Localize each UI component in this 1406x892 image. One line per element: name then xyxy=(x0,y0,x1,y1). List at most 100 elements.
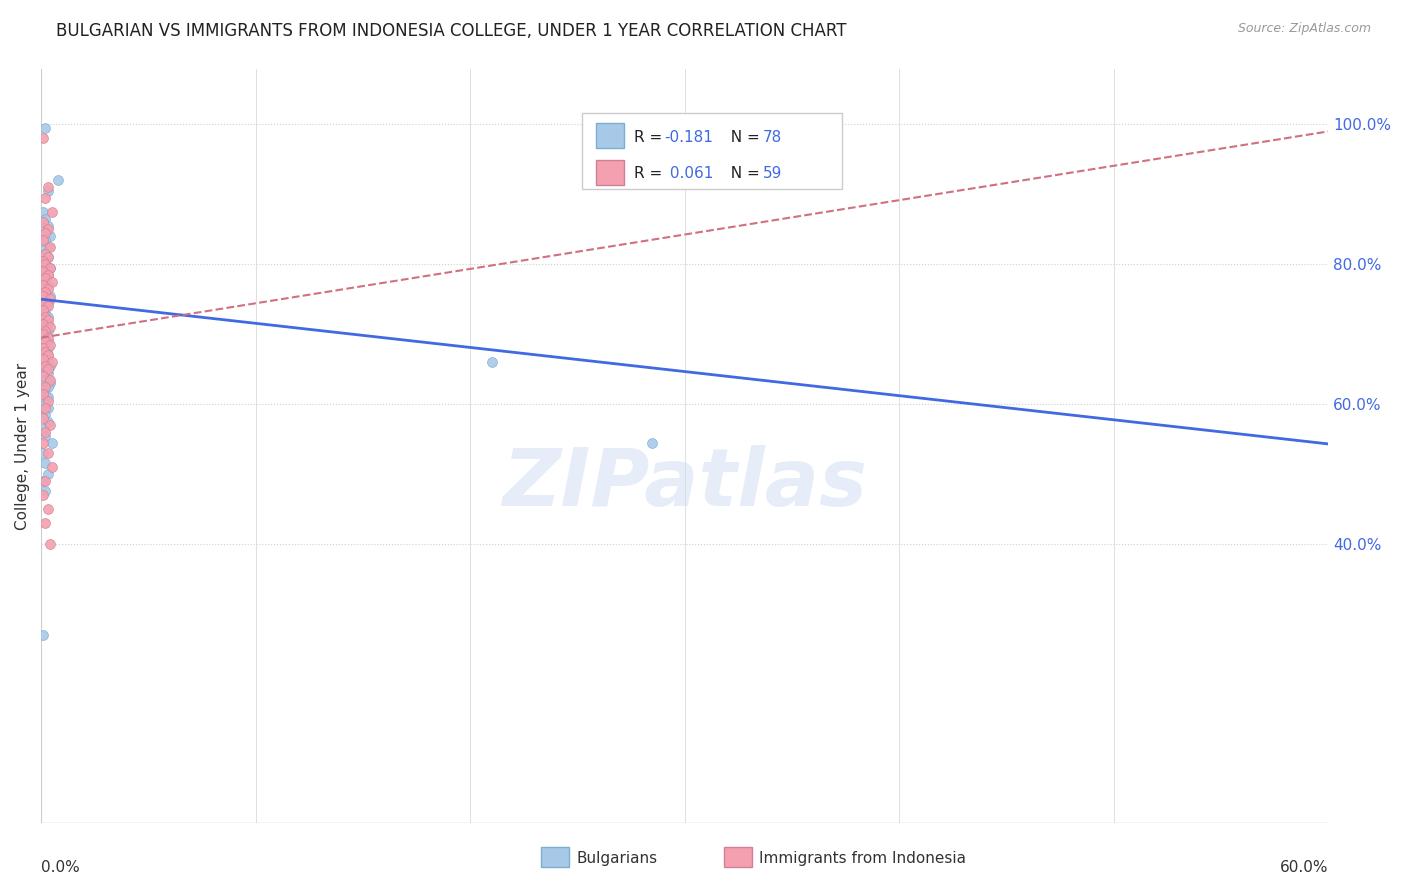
Point xyxy=(34,516,56,530)
Point xyxy=(34,373,56,387)
Point xyxy=(34,271,56,285)
Point xyxy=(41,275,63,289)
Point xyxy=(37,295,59,310)
Point xyxy=(38,320,60,334)
Point xyxy=(37,268,59,282)
Text: R =: R = xyxy=(634,130,666,145)
Text: 78: 78 xyxy=(763,130,782,145)
Point xyxy=(32,369,55,384)
Point xyxy=(37,268,59,282)
Point xyxy=(34,428,56,442)
Point xyxy=(34,337,56,351)
Text: ZIPatlas: ZIPatlas xyxy=(502,445,868,523)
Point xyxy=(34,264,56,278)
Point xyxy=(34,306,56,320)
Y-axis label: College, Under 1 year: College, Under 1 year xyxy=(15,362,30,530)
Text: N =: N = xyxy=(721,167,765,181)
Text: -0.181: -0.181 xyxy=(665,130,713,145)
Point xyxy=(34,397,56,411)
Point xyxy=(37,334,59,348)
Point xyxy=(32,421,55,435)
Point xyxy=(32,302,55,317)
Point xyxy=(32,488,55,502)
Text: 0.0%: 0.0% xyxy=(41,860,80,875)
Point xyxy=(34,344,56,359)
Point xyxy=(46,173,69,187)
Point xyxy=(37,379,59,393)
Point xyxy=(641,435,664,450)
Point xyxy=(37,390,59,404)
Point xyxy=(34,257,56,271)
Point xyxy=(34,191,56,205)
Text: Immigrants from Indonesia: Immigrants from Indonesia xyxy=(759,851,966,865)
Point xyxy=(37,222,59,236)
Point xyxy=(38,537,60,551)
Point xyxy=(37,393,59,408)
Point xyxy=(37,348,59,362)
Point xyxy=(34,233,56,247)
Point xyxy=(32,351,55,366)
Point xyxy=(34,379,56,393)
Point xyxy=(37,184,59,198)
Point xyxy=(32,328,55,343)
Point xyxy=(37,324,59,338)
Point xyxy=(37,299,59,313)
Text: N =: N = xyxy=(721,130,765,145)
Point xyxy=(32,253,55,268)
Text: BULGARIAN VS IMMIGRANTS FROM INDONESIA COLLEGE, UNDER 1 YEAR CORRELATION CHART: BULGARIAN VS IMMIGRANTS FROM INDONESIA C… xyxy=(56,22,846,40)
Point xyxy=(37,313,59,327)
Point xyxy=(37,446,59,460)
Point xyxy=(34,408,56,422)
Point xyxy=(34,315,56,329)
Point xyxy=(34,327,56,342)
Point xyxy=(32,343,55,357)
Point xyxy=(32,474,55,488)
Point xyxy=(38,240,60,254)
Point xyxy=(34,120,56,135)
Point xyxy=(32,215,55,229)
Point xyxy=(32,335,55,350)
Point xyxy=(34,334,56,348)
Point xyxy=(34,246,56,260)
Point xyxy=(32,257,55,271)
Point xyxy=(32,327,55,342)
Point xyxy=(32,131,55,145)
Point xyxy=(37,317,59,331)
Point xyxy=(34,246,56,260)
Point xyxy=(37,355,59,369)
Point xyxy=(32,369,55,384)
Point xyxy=(37,341,59,355)
Point xyxy=(34,474,56,488)
Point xyxy=(38,260,60,275)
Point xyxy=(34,211,56,226)
Point xyxy=(37,250,59,264)
Point xyxy=(32,289,55,303)
Point xyxy=(37,250,59,264)
Text: 59: 59 xyxy=(763,167,782,181)
Point xyxy=(32,271,55,285)
Point xyxy=(37,467,59,481)
Point xyxy=(34,425,56,439)
Point xyxy=(32,222,55,236)
Point xyxy=(38,337,60,351)
Point xyxy=(32,404,55,418)
Point xyxy=(37,240,59,254)
Point xyxy=(34,324,56,338)
Point xyxy=(34,275,56,289)
Point xyxy=(38,292,60,306)
Point xyxy=(38,359,60,373)
Point xyxy=(38,373,60,387)
Point xyxy=(34,285,56,300)
Point xyxy=(34,363,56,377)
Point xyxy=(32,233,55,247)
Point xyxy=(34,299,56,313)
Point xyxy=(38,376,60,390)
Text: Bulgarians: Bulgarians xyxy=(576,851,658,865)
Point xyxy=(41,204,63,219)
Point xyxy=(32,321,55,335)
Point xyxy=(41,460,63,475)
Point xyxy=(34,285,56,300)
Point xyxy=(32,446,55,460)
Point xyxy=(38,260,60,275)
Point xyxy=(38,417,60,432)
